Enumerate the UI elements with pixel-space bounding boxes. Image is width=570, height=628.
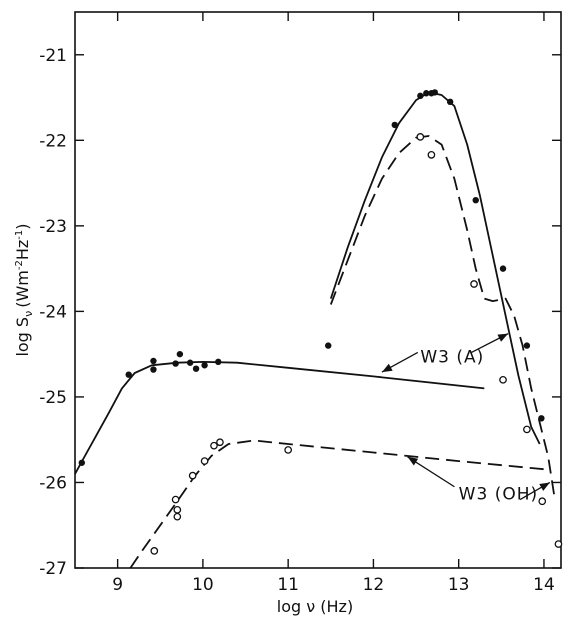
filled-data-point — [538, 415, 545, 422]
series-line-1-solid — [74, 360, 485, 475]
series-line-4-dashed — [329, 135, 556, 496]
annotation-label-1: W3 (A) — [420, 348, 484, 368]
y-axis-label: log Sν(Wm-2Hz-1) — [13, 223, 35, 356]
axis-ticks: 9 10 11 12 13 14 -27 -26 -25 -24 -23 -22 -21 — [39, 12, 561, 595]
open-data-point — [523, 425, 531, 434]
filled-data-point — [150, 366, 157, 373]
open-data-point — [554, 540, 563, 548]
filled-data-point — [125, 371, 132, 378]
filled-data-point — [417, 92, 424, 100]
open-data-point — [150, 547, 159, 555]
open-data-point — [216, 438, 224, 447]
annotation-arrows — [381, 333, 551, 501]
filled-data-point — [391, 121, 398, 129]
open-data-point — [173, 505, 182, 514]
open-data-point — [416, 133, 425, 141]
filled-data-point — [192, 365, 200, 372]
filled-data-point — [446, 98, 454, 106]
x-tick-label: 13 — [448, 575, 470, 595]
filled-data-point — [186, 359, 194, 366]
x-tick-label: 11 — [277, 575, 299, 595]
filled-data-point — [472, 196, 479, 204]
open-data-point — [470, 280, 478, 288]
y-tick-label: -25 — [39, 388, 67, 408]
filled-data-point — [172, 360, 179, 367]
filled-data-point — [523, 342, 531, 349]
filled-data-point — [499, 265, 507, 272]
y-tick-label: -24 — [39, 302, 67, 322]
annotation-label-2: W3 (OH) — [459, 485, 538, 505]
w3oh-arrow-right-head — [539, 482, 550, 491]
open-data-point — [173, 512, 182, 521]
y-tick-label: -22 — [39, 131, 67, 151]
w3a-arrow-right-head — [497, 333, 509, 342]
x-tick-label: 12 — [363, 575, 385, 595]
data-points — [78, 89, 563, 555]
filled-data-point — [325, 342, 332, 349]
filled-data-point — [201, 362, 208, 369]
plot-frame — [74, 11, 562, 569]
x-tick-label: 10 — [192, 575, 214, 595]
x-tick-label: 14 — [533, 575, 555, 595]
filled-data-point — [150, 357, 157, 365]
open-data-point — [188, 471, 197, 480]
filled-data-point — [176, 350, 184, 358]
open-data-point — [210, 441, 218, 450]
open-data-point — [499, 375, 507, 384]
open-data-point — [538, 497, 547, 506]
y-tick-label: -26 — [39, 473, 67, 493]
filled-data-point — [215, 358, 222, 366]
filled-data-point — [431, 89, 439, 96]
series-line-3-dashed — [129, 439, 549, 569]
w3a-arrow-left-head — [381, 363, 393, 373]
open-data-point — [427, 150, 436, 159]
y-tick-label: -21 — [39, 46, 67, 66]
series-line-2-solid — [329, 91, 541, 445]
y-tick-label: -27 — [39, 559, 67, 579]
open-data-point — [200, 457, 209, 465]
open-data-point — [284, 446, 293, 454]
x-tick-label: 9 — [112, 575, 123, 595]
filled-data-point — [423, 90, 430, 97]
y-tick-label: -23 — [39, 217, 67, 237]
w3oh-arrow-left-head — [407, 456, 419, 466]
x-axis-label: log ν (Hz) — [277, 597, 353, 616]
open-data-point — [171, 495, 180, 504]
annotations: W3 (A) W3 (OH) — [420, 348, 538, 505]
filled-data-point — [78, 459, 86, 466]
